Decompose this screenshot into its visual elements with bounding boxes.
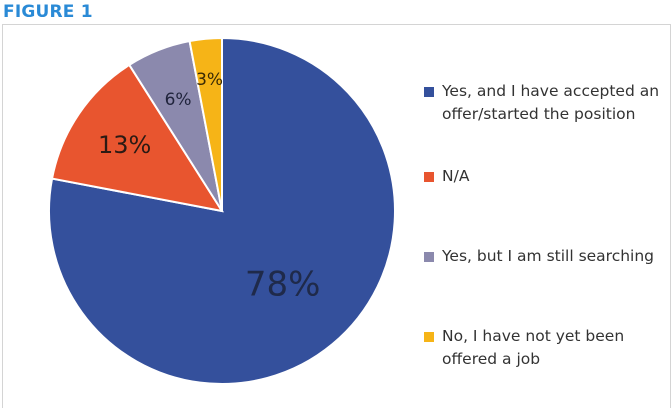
legend-label-not-offered: No, I have not yet been offered a job — [442, 327, 625, 368]
legend-label-searching: Yes, but I am still searching — [442, 247, 655, 265]
pie-chart: 78% 13% 6%3% — [47, 36, 396, 385]
legend-swatch-not-offered — [424, 332, 434, 342]
data-label-not-offered: 3% — [196, 70, 223, 90]
legend-swatch-accepted — [424, 87, 434, 97]
data-label-accepted: 78% — [245, 264, 321, 304]
data-label-na: 13% — [98, 131, 151, 159]
legend-label-accepted: Yes, and I have accepted an offer/starte… — [442, 82, 660, 123]
data-label-searching: 6% — [165, 90, 192, 110]
pie-slice-not-offered — [188, 36, 223, 212]
chart-panel: 78% 13% 6% 3% Yes, and I have accepted an o… — [2, 24, 671, 408]
legend-swatch-searching — [424, 252, 434, 262]
legend-label-na: N/A — [442, 167, 470, 185]
pie-slice-na — [50, 63, 225, 213]
legend: Yes, and I have accepted an offer/starte… — [424, 80, 669, 380]
legend-swatch-na — [424, 172, 434, 182]
figure-label: FIGURE 1 — [3, 2, 93, 22]
